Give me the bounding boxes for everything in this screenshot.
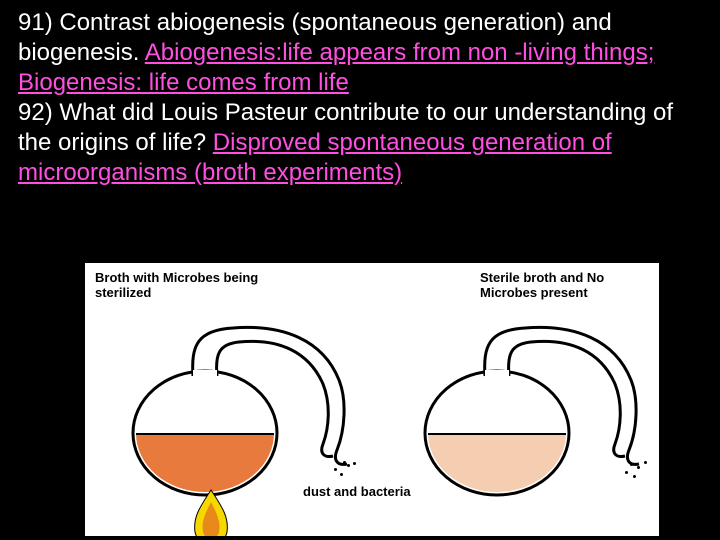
dust-dot xyxy=(343,461,346,464)
q92-number: 92) xyxy=(18,99,53,126)
label-right: Sterile broth and NoMicrobes present xyxy=(480,271,659,301)
dust-dot xyxy=(630,463,633,466)
flask-left xyxy=(115,318,375,528)
dust-dot xyxy=(637,466,640,469)
label-left: Broth with Microbes beingsterilized xyxy=(95,271,315,301)
dust-dot xyxy=(340,473,343,476)
flask-right xyxy=(407,318,659,528)
text-block: 91) Contrast abiogenesis (spontaneous ge… xyxy=(18,8,702,188)
label-left-text: Broth with Microbes beingsterilized xyxy=(95,270,258,300)
label-right-text: Sterile broth and NoMicrobes present xyxy=(480,270,604,300)
dust-dot xyxy=(353,462,356,465)
slide-body: 91) Contrast abiogenesis (spontaneous ge… xyxy=(0,0,720,196)
dust-dot xyxy=(347,464,350,467)
flame-icon xyxy=(181,488,241,536)
dust-dot xyxy=(625,471,628,474)
dust-dot xyxy=(334,468,337,471)
pasteur-diagram: Broth with Microbes beingsterilized Ster… xyxy=(85,263,659,536)
dust-dot xyxy=(644,461,647,464)
dust-dot xyxy=(633,475,636,478)
q91-number: 91) xyxy=(18,9,53,36)
